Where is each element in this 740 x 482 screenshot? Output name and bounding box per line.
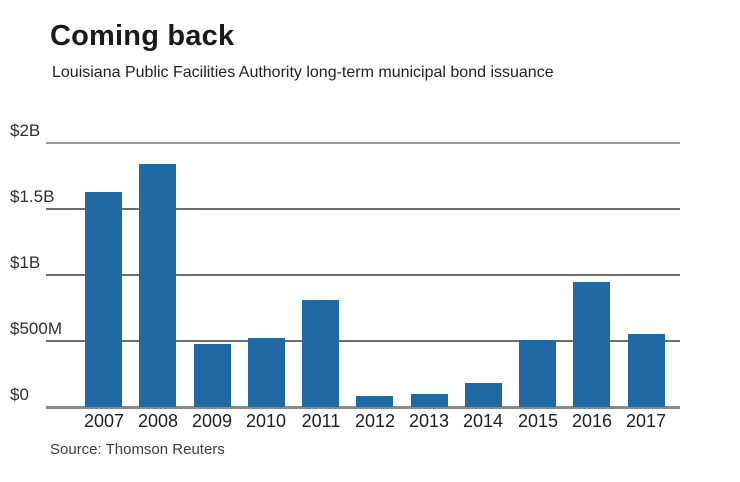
gridline-2b bbox=[46, 142, 680, 144]
bar-2007 bbox=[85, 192, 122, 407]
x-axis-tick-label: 2016 bbox=[571, 411, 613, 431]
x-axis-tick-label: 2007 bbox=[83, 411, 125, 431]
chart-subtitle: Louisiana Public Facilities Authority lo… bbox=[52, 64, 554, 81]
y-axis-tick-label: $1.5B bbox=[10, 187, 55, 206]
x-axis-tick-label: 2015 bbox=[517, 411, 559, 431]
bar-2015 bbox=[519, 340, 556, 407]
y-axis-tick-label: $500M bbox=[10, 319, 62, 338]
x-axis-tick-label: 2017 bbox=[625, 411, 667, 431]
gridline-0 bbox=[46, 406, 680, 409]
x-axis-tick-label: 2009 bbox=[191, 411, 233, 431]
bar-2009 bbox=[194, 344, 231, 407]
gridline-1.5b bbox=[46, 208, 680, 210]
bar-2010 bbox=[248, 338, 285, 407]
bar-2014 bbox=[465, 383, 502, 407]
bar-2013 bbox=[411, 394, 448, 407]
x-axis-tick-label: 2008 bbox=[137, 411, 179, 431]
y-axis-tick-label: $2B bbox=[10, 121, 41, 140]
x-axis-tick-label: 2012 bbox=[354, 411, 396, 431]
y-axis-tick-label: $0 bbox=[10, 385, 29, 404]
bar-2008 bbox=[139, 164, 176, 407]
source-note: Source: Thomson Reuters bbox=[50, 441, 225, 458]
bar-2011 bbox=[302, 300, 339, 407]
bar-2012 bbox=[356, 396, 393, 407]
gridline-500m bbox=[46, 340, 680, 342]
gridline-1b bbox=[46, 274, 680, 276]
x-axis-tick-label: 2014 bbox=[462, 411, 504, 431]
bar-2016 bbox=[573, 282, 610, 407]
x-axis-tick-label: 2013 bbox=[408, 411, 450, 431]
chart-title: Coming back bbox=[50, 20, 235, 52]
x-axis-tick-label: 2010 bbox=[245, 411, 287, 431]
y-axis-tick-label: $1B bbox=[10, 253, 41, 272]
bar-2017 bbox=[628, 334, 665, 407]
x-axis-tick-label: 2011 bbox=[301, 411, 341, 431]
